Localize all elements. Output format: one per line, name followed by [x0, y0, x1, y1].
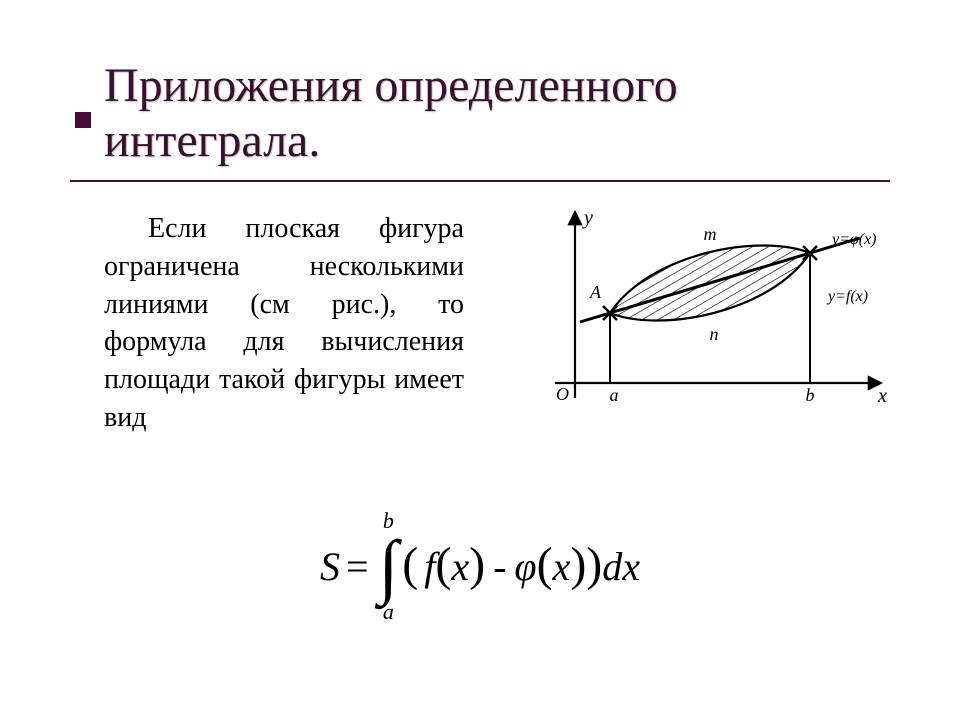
- dx: dx: [602, 543, 640, 590]
- slide: Приложения определенного интеграла. Если…: [0, 0, 960, 720]
- upper-curve-label: y=φ(x): [830, 231, 877, 248]
- x-axis-label: x: [877, 385, 887, 407]
- body-paragraph: Если плоская фигура ограничена нескольки…: [104, 210, 464, 437]
- open-paren-3: (: [537, 537, 553, 592]
- formula-equals: =: [346, 543, 369, 590]
- open-paren-2: (: [435, 537, 451, 592]
- close-paren-3: ): [570, 537, 586, 592]
- open-paren-1: (: [402, 537, 418, 592]
- diagram-svg: O y x a b A m n y=φ(x) y=f(x): [500, 198, 900, 428]
- n-label: n: [710, 324, 719, 344]
- x-2: x: [553, 543, 571, 590]
- lower-curve-label: y=f(x): [826, 288, 868, 305]
- integral-sign: b ∫ a: [379, 510, 399, 623]
- y-axis-label: y: [582, 207, 593, 229]
- formula-S: S: [320, 543, 340, 590]
- title-bullet: [75, 112, 91, 128]
- a-tick-label: a: [610, 385, 619, 405]
- x-1: x: [451, 543, 469, 590]
- minus: -: [493, 543, 506, 590]
- m-label: m: [704, 224, 717, 244]
- slide-title: Приложения определенного интеграла.: [104, 58, 884, 168]
- origin-label: O: [556, 384, 569, 404]
- close-paren-2: ): [469, 537, 485, 592]
- point-A-label: A: [589, 282, 602, 302]
- close-paren-1: ): [586, 537, 602, 592]
- title-underline: [70, 180, 890, 182]
- diagram: O y x a b A m n y=φ(x) y=f(x): [500, 198, 900, 428]
- formula: S = b ∫ a ( f ( x ) - φ ( x ) ) dx: [0, 510, 960, 623]
- f-name: f: [424, 543, 435, 590]
- phi-name: φ: [514, 543, 536, 590]
- b-tick-label: b: [806, 385, 815, 405]
- lower-limit: a: [383, 601, 394, 623]
